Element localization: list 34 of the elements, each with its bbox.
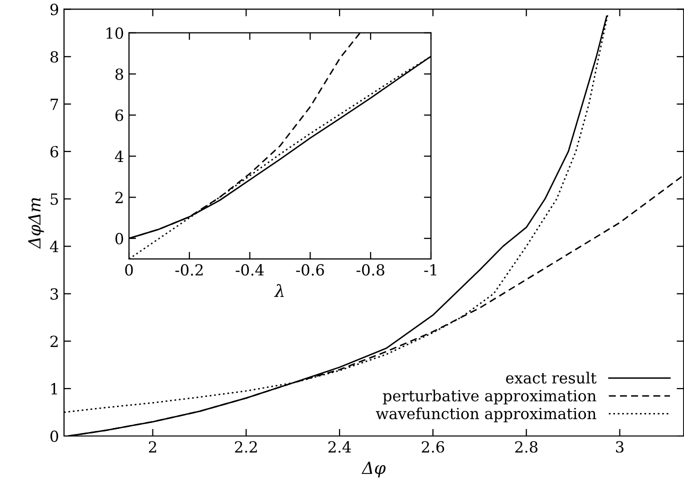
y-tick-label: 0 [50,430,58,442]
x-axis-title: Δφ [361,462,386,478]
y-axis-title: ΔφΔm [28,198,44,249]
x-tick-label: 0 [125,264,133,276]
y-tick-label: 7 [50,98,58,110]
y-tick-label: 8 [115,68,124,80]
y-tick-label: 2 [50,336,58,347]
y-tick-label: 1 [51,383,57,394]
x-tick-label: 2.6 [422,441,444,453]
legend-label: perturbative approximation [382,390,596,404]
y-tick-label: 4 [50,240,58,252]
x-tick-label: 3 [616,441,624,453]
y-tick-label: 0 [115,232,124,244]
x-tick-label: -0.4 [236,264,264,276]
y-tick-label: 3 [50,288,58,300]
x-tick-label: -0.2 [175,264,203,276]
legend-label: exact result [506,372,597,384]
x-tick-label: -0.6 [296,264,324,276]
x-axis-title: λ [274,284,284,297]
x-tick-label: -1 [424,264,436,276]
x-tick-label: 2 [148,441,156,452]
x-tick-label: -0.8 [356,264,384,276]
y-tick-label: 10 [106,27,124,39]
x-tick-label: 2.8 [515,441,538,453]
y-tick-label: 5 [50,194,58,205]
y-tick-label: 6 [115,110,124,122]
y-tick-label: 2 [115,192,123,204]
legend-label: wavefunction approximation [376,407,596,422]
y-tick-label: 8 [50,51,58,63]
y-tick-label: 6 [50,146,58,158]
x-tick-label: 2.2 [235,441,257,453]
y-tick-label: 4 [114,150,124,162]
y-tick-label: 9 [50,4,58,16]
x-tick-label: 2.4 [328,441,351,453]
